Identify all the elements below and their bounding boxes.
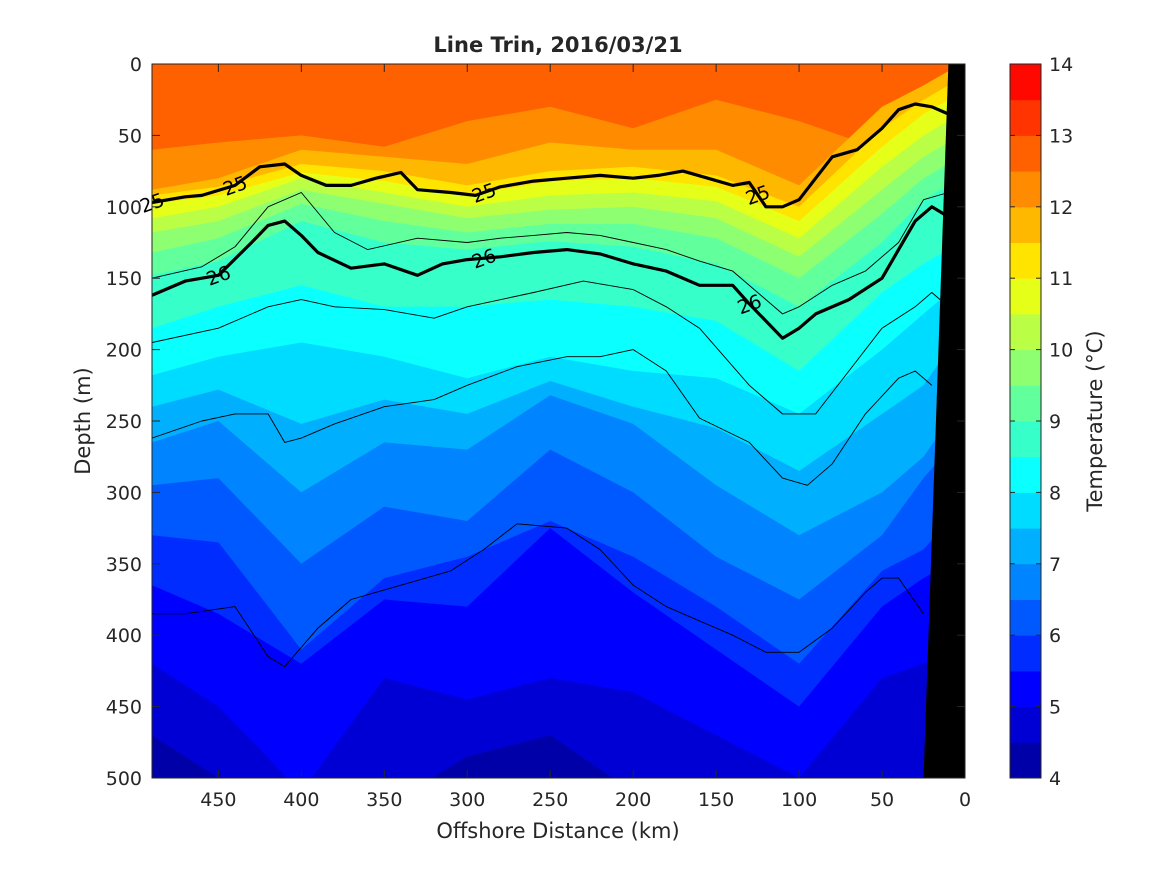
density-contour-26	[152, 205, 950, 340]
colorbar-tick-label: 11	[1049, 268, 1073, 290]
colorbar-segment	[1010, 492, 1041, 529]
x-tick-label: 200	[615, 789, 651, 811]
colorbar-segment	[1010, 278, 1041, 315]
temperature-band-4.5	[152, 735, 613, 778]
y-tick-label: 400	[106, 625, 142, 647]
y-axis-label: Depth (m)	[71, 367, 95, 474]
colorbar-tick-label: 9	[1049, 411, 1061, 433]
colorbar-segment	[1010, 563, 1041, 600]
y-tick-label: 150	[106, 268, 142, 290]
colorbar-tick-label: 6	[1049, 625, 1061, 647]
colorbar-segment	[1010, 313, 1041, 351]
y-tick-label: 250	[106, 411, 142, 433]
colorbar-tick-label: 14	[1049, 54, 1073, 76]
colorbar-tick-label: 8	[1049, 482, 1061, 504]
density-contours	[152, 102, 950, 668]
x-tick-label: 400	[283, 789, 319, 811]
colorbar-tick-label: 5	[1049, 697, 1061, 719]
colorbar-segment	[1010, 421, 1041, 458]
colorbar-segment	[1010, 456, 1041, 493]
colorbar: 4 5 6 7 8 9 10 11 12 13 14	[1009, 54, 1073, 790]
colorbar-segment	[1010, 385, 1041, 422]
x-axis-label: Offshore Distance (km)	[436, 819, 679, 843]
colorbar-segment	[1010, 670, 1041, 708]
y-tick-label: 100	[106, 197, 142, 219]
colorbar-segment	[1010, 599, 1041, 636]
colorbar-tick-label: 12	[1049, 197, 1073, 219]
y-tick-label: 300	[106, 482, 142, 504]
x-tick-label: 350	[366, 789, 402, 811]
x-tick-label: 300	[449, 789, 485, 811]
colorbar-segment	[1010, 135, 1041, 172]
colorbar-segment	[1010, 635, 1041, 672]
colorbar-segment	[1010, 242, 1041, 279]
colorbar-tick-label: 10	[1049, 340, 1073, 362]
colorbar-segment	[1010, 64, 1041, 101]
chart-title: Line Trin, 2016/03/21	[433, 33, 682, 57]
plot-area	[152, 64, 965, 778]
density-contour-thin-5	[152, 523, 924, 668]
density-contour-thin-2	[152, 192, 949, 315]
colorbar-tick-label: 4	[1049, 768, 1061, 790]
colorbar-label: Temperature (°C)	[1083, 330, 1107, 512]
colorbar-segment	[1010, 742, 1041, 779]
y-tick-label: 0	[130, 54, 142, 76]
land-wedge	[923, 64, 965, 778]
colorbar-segment	[1010, 99, 1041, 136]
colorbar-segment	[1010, 171, 1041, 208]
temperature-band-5.5	[152, 528, 965, 778]
x-tick-label: 150	[698, 789, 734, 811]
x-tick-label: 100	[781, 789, 817, 811]
y-tick-label: 350	[106, 554, 142, 576]
colorbar-segment	[1010, 528, 1041, 565]
temperature-band-5	[152, 649, 965, 778]
colorbar-tick-label: 7	[1049, 554, 1061, 576]
colorbar-tick-label: 13	[1049, 125, 1073, 147]
temperature-bands	[152, 64, 965, 778]
y-tick-label: 50	[118, 125, 142, 147]
density-contour-thin-4	[152, 349, 933, 486]
y-tick-label: 500	[106, 768, 142, 790]
y-axis: 0 50 100 150 200 250 300 350 400 450 500	[106, 54, 965, 790]
colorbar-segment	[1010, 349, 1041, 386]
colorbar-segment	[1010, 206, 1041, 243]
y-tick-label: 200	[106, 340, 142, 362]
x-tick-label: 50	[870, 789, 894, 811]
x-tick-label: 450	[200, 789, 236, 811]
x-axis: 450 400 350 300 250 200 150 100 50 0	[200, 64, 971, 811]
land-mask	[923, 64, 965, 778]
y-tick-label: 450	[106, 697, 142, 719]
colorbar-segment	[1010, 706, 1041, 743]
density-contour-thin-3	[152, 280, 941, 415]
x-tick-label: 0	[959, 789, 971, 811]
density-contour-25	[152, 102, 950, 209]
x-tick-label: 250	[532, 789, 568, 811]
